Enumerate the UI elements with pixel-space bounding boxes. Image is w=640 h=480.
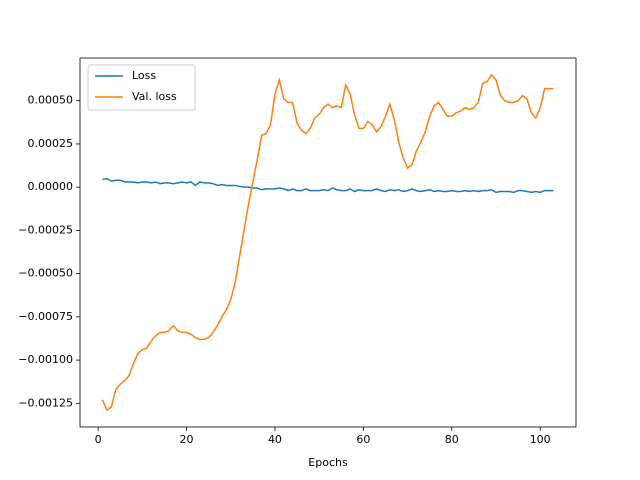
x-tick-label: 40 <box>268 433 282 446</box>
y-tick-label: −0.00050 <box>18 267 73 280</box>
x-tick-label: 0 <box>95 433 102 446</box>
y-tick-label: −0.00100 <box>18 353 73 366</box>
x-tick-label: 20 <box>180 433 194 446</box>
data-line <box>102 177 554 194</box>
x-tick-label: 80 <box>445 433 459 446</box>
y-tick-label: 0.00000 <box>28 180 74 193</box>
y-tick-label: −0.00075 <box>18 310 73 323</box>
y-tick-label: 0.00050 <box>28 94 74 107</box>
y-tick-label: −0.00025 <box>18 223 73 236</box>
data-line <box>101 73 554 412</box>
y-tick-label: −0.00125 <box>18 396 73 409</box>
plot-frame <box>79 57 577 428</box>
x-axis-label: Epochs <box>308 456 348 469</box>
y-tick-label: 0.00025 <box>28 137 74 150</box>
legend-label: Val. loss <box>132 90 177 103</box>
x-tick-label: 100 <box>530 433 551 446</box>
x-tick-label: 60 <box>356 433 370 446</box>
legend-label: Loss <box>132 69 156 82</box>
